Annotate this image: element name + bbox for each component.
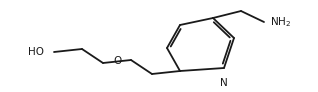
Text: NH$_2$: NH$_2$ [270,15,291,29]
Text: HO: HO [28,47,44,57]
Text: N: N [220,78,228,88]
Text: O: O [114,56,122,66]
